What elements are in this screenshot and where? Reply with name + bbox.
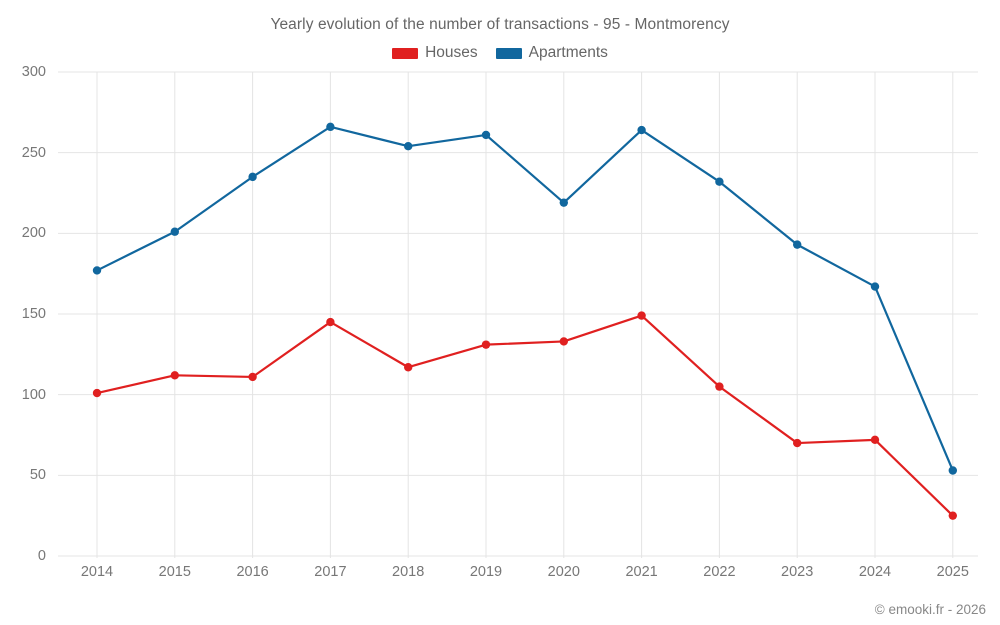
data-point-apartments[interactable] [715, 177, 724, 186]
y-axis-tick-label: 300 [21, 64, 46, 80]
y-axis-tick-label: 0 [37, 548, 46, 564]
data-point-houses[interactable] [637, 311, 646, 320]
x-axis-tick-label: 2019 [469, 564, 503, 580]
data-point-houses[interactable] [715, 382, 724, 391]
data-point-houses[interactable] [559, 337, 568, 346]
data-point-houses[interactable] [870, 435, 880, 445]
data-point-houses[interactable] [948, 511, 957, 520]
x-axis-tick-label: 2024 [858, 564, 892, 580]
data-point-apartments[interactable] [326, 122, 335, 132]
data-point-apartments[interactable] [948, 466, 957, 475]
y-axis-tick-label: 50 [29, 467, 46, 484]
x-axis-tick-label: 2021 [625, 564, 658, 580]
data-point-apartments[interactable] [870, 282, 880, 291]
data-point-apartments[interactable] [92, 266, 102, 275]
x-axis-tick-label: 2016 [236, 564, 269, 580]
data-point-houses[interactable] [248, 372, 257, 382]
legend-swatch-icon [495, 47, 522, 59]
data-point-houses[interactable] [92, 388, 102, 398]
chart-legend: Houses Apartments [0, 44, 1000, 62]
x-axis-tick-label: 2015 [158, 564, 191, 580]
y-axis-tick-label: 200 [21, 225, 46, 242]
data-point-apartments[interactable] [637, 125, 646, 135]
legend-swatch-icon [392, 47, 419, 59]
legend-item-houses[interactable]: Houses [392, 44, 478, 62]
x-axis-tick-label: 2017 [314, 564, 347, 580]
series-line-apartments [95, 125, 954, 472]
legend-label: Apartments [528, 44, 608, 61]
data-point-houses[interactable] [326, 317, 335, 327]
data-point-houses[interactable] [170, 371, 179, 380]
y-axis-tick-label: 100 [21, 386, 46, 403]
x-axis-tick-label: 2025 [936, 564, 969, 580]
x-axis-tick-label: 2014 [80, 564, 114, 580]
data-point-apartments[interactable] [404, 142, 413, 151]
data-point-apartments[interactable] [793, 240, 802, 249]
footer-credit: © emooki.fr - 2026 [874, 602, 986, 617]
legend-item-apartments[interactable]: Apartments [495, 44, 608, 62]
x-axis-tick-label: 2023 [781, 564, 814, 580]
chart-title: Yearly evolution of the number of transa… [270, 16, 730, 33]
x-axis-tick-label: 2018 [392, 564, 425, 580]
series-line-houses [95, 314, 954, 517]
y-axis-tick-label: 150 [21, 306, 46, 322]
data-point-apartments[interactable] [248, 172, 257, 182]
data-point-houses[interactable] [404, 363, 413, 372]
data-point-apartments[interactable] [481, 130, 491, 140]
data-point-houses[interactable] [793, 438, 802, 448]
x-axis-tick-label: 2022 [703, 564, 736, 580]
x-axis-tick-label: 2020 [547, 564, 580, 580]
legend-label: Houses [425, 44, 478, 61]
data-point-houses[interactable] [481, 340, 491, 349]
data-point-apartments[interactable] [559, 198, 568, 207]
y-axis-tick-label: 250 [21, 144, 46, 161]
data-point-apartments[interactable] [170, 227, 179, 236]
